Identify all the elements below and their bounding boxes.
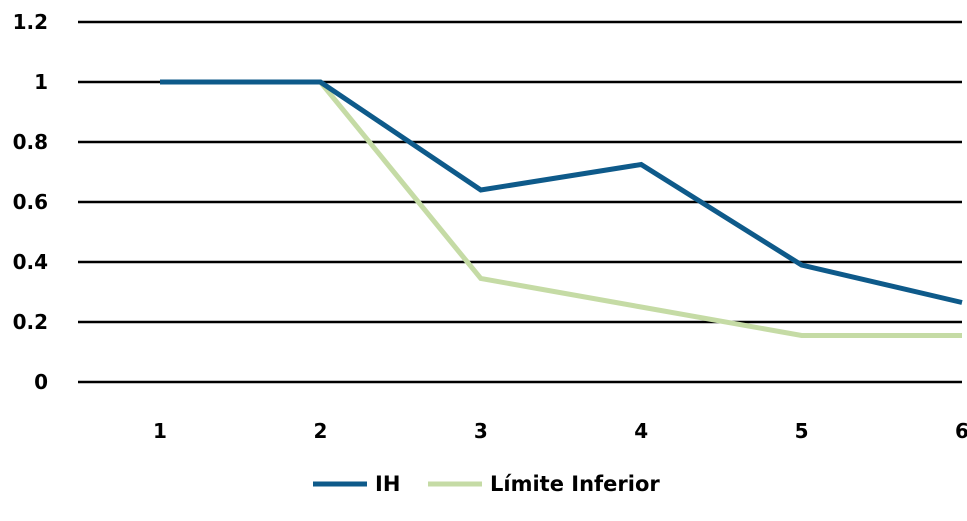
x-tick-label: 6 <box>955 419 967 443</box>
y-tick-label: 0 <box>34 370 48 394</box>
y-tick-label: 0.4 <box>13 250 48 274</box>
y-axis-tick-labels: 0 0.2 0.4 0.6 0.8 1 1.2 <box>13 10 48 394</box>
y-tick-label: 0.8 <box>13 130 48 154</box>
series-line-ih <box>160 79 963 305</box>
y-tick-label: 0.6 <box>13 190 48 214</box>
gridlines <box>78 20 962 384</box>
y-tick-label: 0.2 <box>13 310 48 334</box>
x-axis-tick-labels: 1 2 3 4 5 6 <box>153 419 967 443</box>
series-lines <box>160 79 963 338</box>
y-tick-label: 1 <box>34 70 48 94</box>
legend-label: Límite Inferior <box>490 472 660 496</box>
x-tick-label: 2 <box>313 419 327 443</box>
x-tick-label: 5 <box>795 419 809 443</box>
x-tick-label: 4 <box>634 419 648 443</box>
legend-label: IH <box>375 472 400 496</box>
x-tick-label: 1 <box>153 419 167 443</box>
legend: IH Límite Inferior <box>313 472 660 496</box>
x-tick-label: 3 <box>474 419 488 443</box>
y-tick-label: 1.2 <box>13 10 48 34</box>
series-line-limite-inferior <box>160 79 962 338</box>
